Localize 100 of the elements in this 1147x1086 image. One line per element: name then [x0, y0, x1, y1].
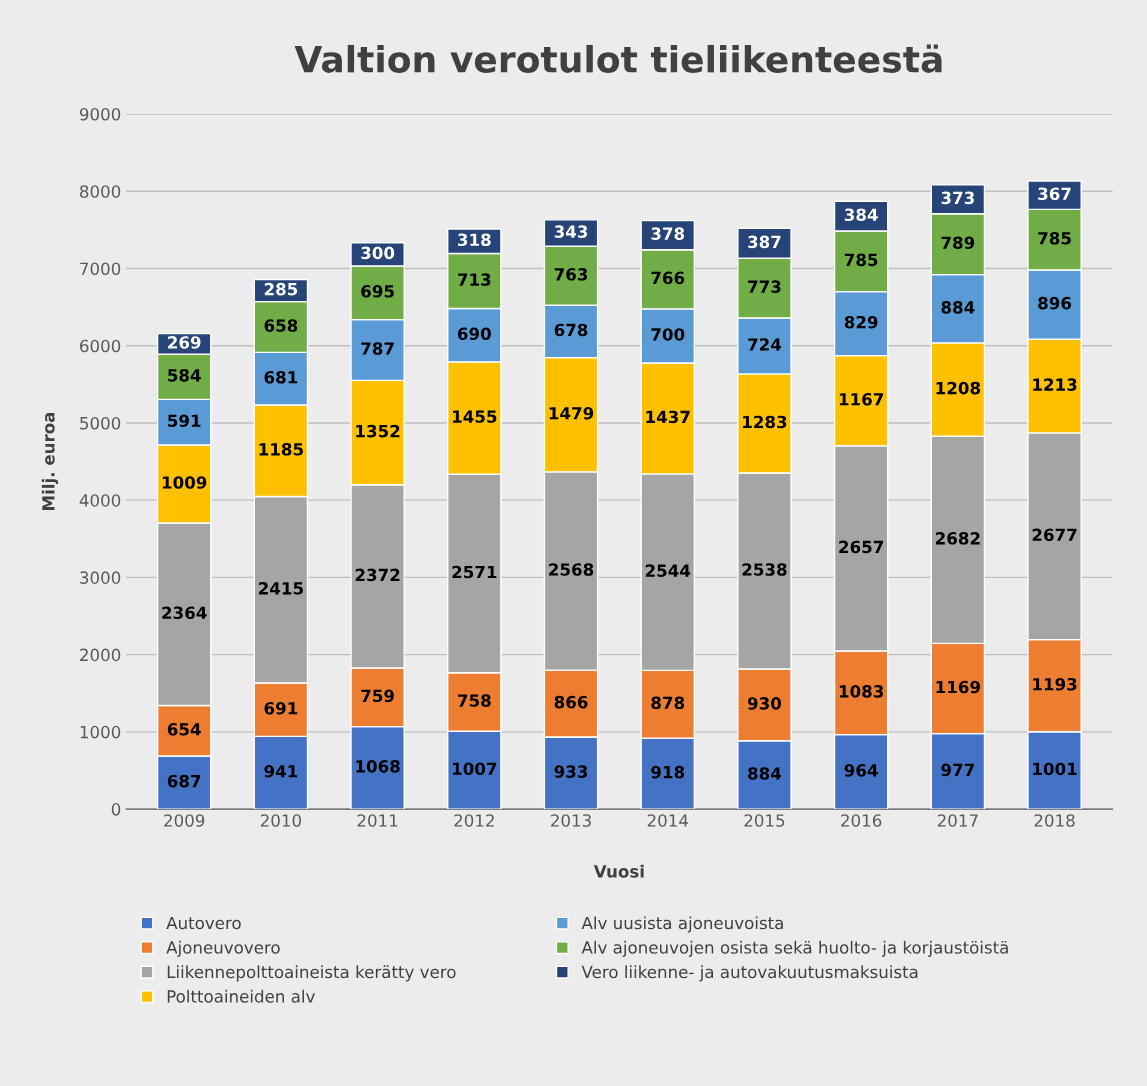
data-label: 367 [1038, 187, 1071, 201]
data-label: 918 [651, 765, 685, 779]
x-tick-label: 2012 [454, 814, 494, 827]
data-label: 300 [361, 246, 395, 260]
data-label: 2571 [452, 565, 497, 579]
data-label: 964 [844, 764, 878, 777]
y-tick-label: 8000 [80, 185, 121, 198]
data-label: 591 [168, 414, 201, 428]
data-label: 1283 [743, 415, 787, 429]
y-tick-label: 3000 [80, 571, 121, 584]
data-label: 373 [941, 191, 974, 205]
data-label: 933 [554, 765, 588, 778]
data-label: 2657 [839, 540, 884, 554]
x-tick-label: 2018 [1034, 814, 1075, 827]
data-label: 896 [1038, 296, 1072, 310]
data-label: 1169 [936, 680, 980, 694]
legend-label: Autovero [166, 916, 241, 930]
y-axis-title: Milj. euroa [41, 412, 59, 510]
data-label: 941 [264, 764, 298, 778]
data-label: 2415 [259, 582, 303, 595]
data-label: 1479 [549, 406, 594, 420]
data-label: 766 [651, 271, 685, 285]
data-label: 269 [168, 336, 201, 349]
y-tick-label: 0 [111, 803, 121, 816]
data-label: 2372 [355, 568, 400, 582]
y-tick-label: 7000 [80, 262, 121, 276]
data-label: 1083 [839, 685, 884, 698]
x-tick-label: 2013 [551, 814, 591, 827]
data-label: 977 [941, 763, 974, 777]
data-label: 1455 [453, 410, 497, 423]
data-label: 700 [651, 328, 685, 341]
data-label: 1068 [356, 760, 400, 773]
chart-title: Valtion verotulot tieliikenteestä [294, 44, 942, 73]
data-label: 378 [651, 227, 685, 240]
x-tick-label: 2014 [647, 814, 689, 827]
data-label: 1167 [839, 392, 884, 406]
data-label: 1001 [1033, 762, 1077, 776]
legend-label: Vero liikenne- ja autovakuutusmaksuista [581, 965, 918, 982]
data-label: 387 [748, 235, 781, 249]
x-tick-label: 2015 [744, 814, 785, 827]
data-label: 1437 [646, 410, 690, 424]
y-tick-label: 6000 [80, 339, 121, 353]
data-label: 2568 [549, 563, 594, 576]
data-label: 687 [167, 774, 201, 788]
y-tick-label: 9000 [79, 107, 121, 121]
data-label: 1213 [1033, 378, 1077, 391]
data-label: 2538 [742, 563, 787, 576]
y-tick-label: 1000 [80, 725, 121, 739]
data-label: 681 [264, 370, 298, 384]
data-label: 285 [264, 282, 298, 296]
legend-label: Alv uusista ajoneuvoista [581, 916, 783, 933]
data-label: 884 [748, 767, 782, 780]
data-label: 2364 [162, 606, 207, 620]
data-label: 1208 [936, 381, 981, 395]
data-label: 773 [748, 280, 781, 293]
data-label: 1352 [356, 424, 400, 438]
x-axis-title: Vuosi [593, 864, 644, 878]
data-label: 343 [554, 225, 588, 238]
x-tick-label: 2009 [164, 814, 205, 827]
data-label: 829 [844, 315, 878, 329]
data-label: 758 [458, 694, 491, 707]
data-label: 690 [457, 327, 491, 341]
data-label: 884 [941, 301, 975, 314]
data-label: 785 [844, 253, 878, 267]
data-label: 878 [651, 696, 685, 710]
x-tick-label: 2016 [841, 814, 882, 827]
data-label: 2544 [645, 564, 691, 577]
data-label: 930 [747, 697, 782, 710]
data-label: 763 [554, 268, 588, 281]
data-label: 2682 [935, 532, 980, 545]
data-label: 695 [361, 285, 394, 298]
data-label: 785 [1038, 231, 1071, 245]
y-tick-label: 4000 [79, 494, 121, 507]
data-label: 1193 [1033, 677, 1077, 691]
data-label: 713 [458, 273, 491, 286]
data-label: 724 [748, 338, 782, 351]
data-label: 584 [168, 369, 201, 382]
x-tick-label: 2010 [260, 814, 301, 827]
data-label: 691 [264, 701, 298, 715]
data-label: 2677 [1032, 528, 1077, 542]
legend-label: Polttoaineiden alv [167, 989, 315, 1003]
legend-label: Alv ajoneuvojen osista sekä huolto- ja korjaustöistä [581, 940, 1008, 957]
y-tick-label: 2000 [80, 648, 121, 662]
data-label: 866 [554, 695, 588, 709]
data-label: 1009 [162, 476, 207, 489]
data-label: 384 [844, 208, 878, 222]
legend-label: Ajoneuvovero [166, 940, 280, 957]
x-tick-label: 2017 [937, 814, 978, 827]
data-label: 759 [361, 689, 394, 703]
x-tick-label: 2011 [357, 814, 398, 827]
data-label: 318 [458, 233, 491, 247]
data-label: 1185 [259, 443, 303, 456]
data-label: 658 [264, 319, 298, 332]
data-label: 1007 [453, 762, 497, 776]
y-tick-label: 5000 [80, 416, 121, 430]
data-label: 789 [941, 236, 975, 250]
data-label: 787 [361, 342, 394, 355]
data-label: 678 [554, 323, 588, 337]
legend-label: Liikennepolttoaineista kerätty vero [167, 965, 456, 982]
data-label: 654 [167, 723, 201, 736]
